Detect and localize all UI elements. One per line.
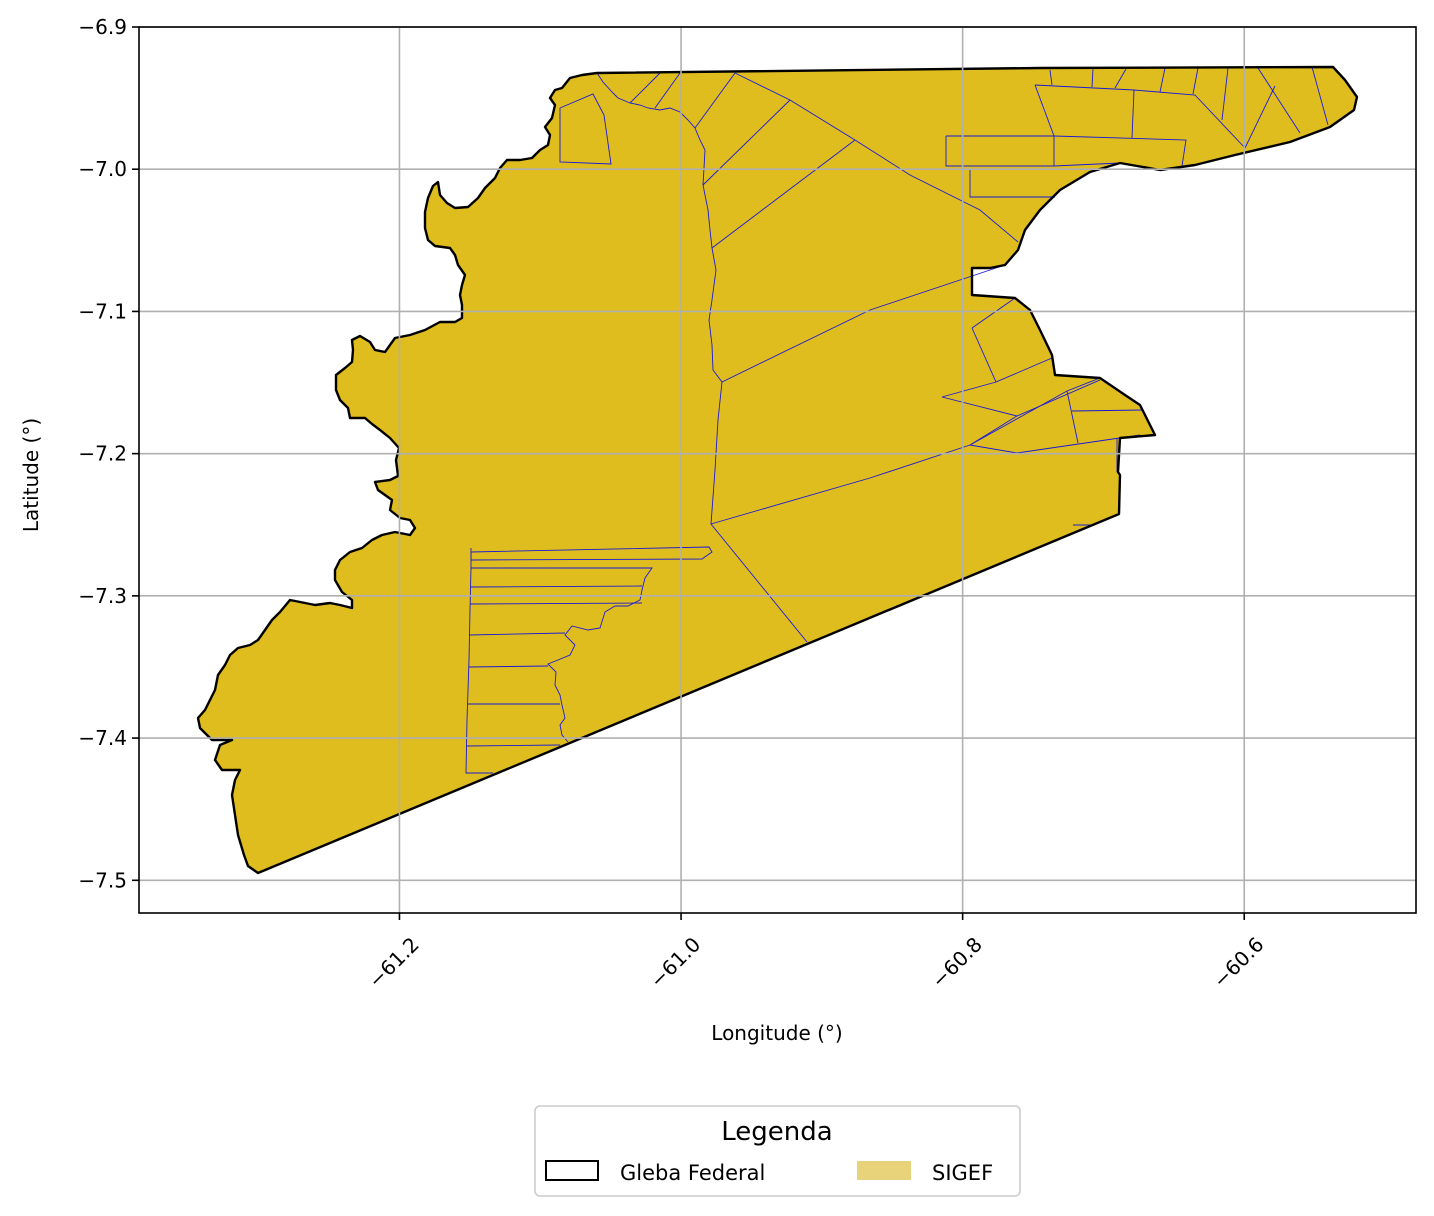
parcel-boundary [1071, 409, 1144, 412]
y-tick-label: −6.9 [78, 15, 127, 39]
legend-title: Legenda [721, 1117, 832, 1147]
parcel-boundary [471, 567, 653, 743]
parcel-boundary [466, 744, 561, 747]
y-tick-label: −7.3 [78, 584, 127, 608]
parcel-boundary [1257, 67, 1301, 134]
parcel-boundary [468, 665, 549, 668]
y-tick-label: −7.5 [78, 868, 127, 892]
parcel-boundary [1034, 84, 1055, 137]
parcel-boundary [969, 170, 1055, 198]
parcel-boundary [702, 99, 791, 186]
sigef-area [198, 67, 1357, 873]
parcel-boundary [468, 632, 566, 636]
parcel-boundary [721, 264, 1006, 383]
sigef-parcels [465, 66, 1329, 774]
axes-frame [138, 26, 1417, 914]
x-tick-label: −61.2 [363, 932, 423, 992]
legend-swatch-sigef [857, 1161, 911, 1180]
y-axis: −6.9 −7.0 −7.1 −7.2 −7.3 −7.4 −7.5 [78, 15, 139, 892]
legend-swatch-gleba-federal [545, 1160, 599, 1181]
parcel-boundary [1192, 67, 1199, 95]
legend: Legenda Gleba Federal SIGEF [534, 1105, 1021, 1197]
parcel-boundary [1049, 69, 1053, 86]
grid [139, 26, 1416, 913]
parcel-boundary [1114, 68, 1127, 89]
parcel-boundary [734, 72, 1019, 243]
parcel-boundary [711, 139, 856, 249]
parcel-boundary [1131, 89, 1135, 139]
parcel-boundary [1311, 66, 1329, 126]
x-tick-label: −61.0 [645, 932, 705, 992]
parcel-boundary [559, 93, 612, 165]
x-tick-label: −60.8 [927, 932, 987, 992]
parcel-boundary [1159, 67, 1166, 93]
parcel-boundary [596, 72, 808, 643]
y-tick-label: −7.0 [78, 157, 127, 181]
parcel-boundary [1221, 67, 1229, 121]
y-tick-label: −7.4 [78, 726, 127, 750]
x-tick-label: −60.6 [1208, 932, 1268, 992]
parcel-boundary [465, 548, 493, 774]
parcel-boundary [1034, 84, 1246, 149]
legend-label-gleba-federal: Gleba Federal [620, 1161, 765, 1185]
parcel-boundary [694, 72, 736, 129]
parcel-boundary [971, 297, 1016, 329]
y-axis-label: Latitude (°) [19, 418, 43, 532]
x-axis-label: Longitude (°) [711, 1021, 842, 1045]
parcel-boundary [1244, 85, 1276, 149]
y-tick-label: −7.1 [78, 299, 127, 323]
parcel-boundary [945, 136, 1121, 167]
parcel-boundary [941, 381, 997, 398]
map-area [196, 65, 1359, 875]
x-axis: −61.2 −61.0 −60.8 −60.6 [363, 913, 1269, 993]
parcel-boundary [629, 72, 661, 104]
parcel-boundary [469, 602, 643, 605]
parcel-boundary [946, 135, 1187, 167]
parcel-boundary [470, 585, 643, 588]
legend-label-sigef: SIGEF [932, 1161, 993, 1185]
parcel-boundary [1091, 68, 1094, 88]
parcel-boundary [969, 415, 1018, 446]
parcel-boundary [1066, 390, 1079, 444]
y-tick-label: −7.2 [78, 442, 127, 466]
gleba-federal-boundary [196, 65, 1359, 875]
parcel-boundary [654, 72, 681, 109]
